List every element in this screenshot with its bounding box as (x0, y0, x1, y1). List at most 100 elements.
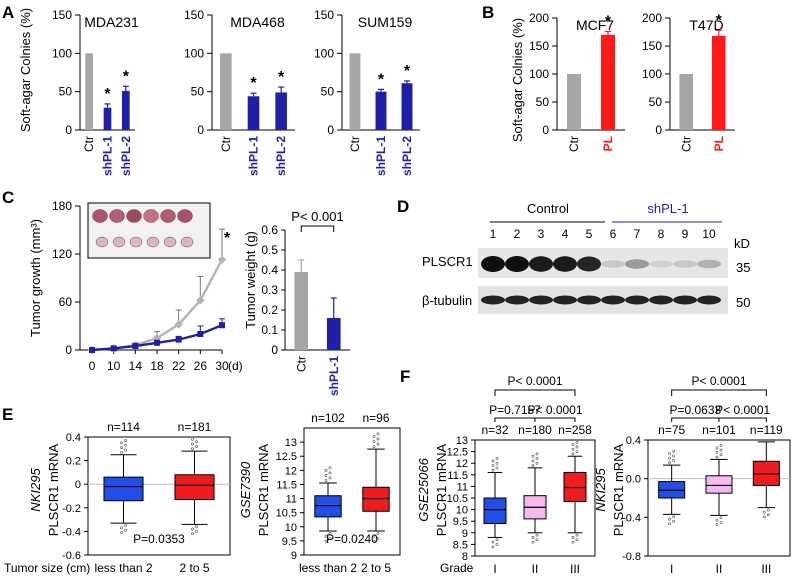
C2-bar (294, 272, 309, 350)
C1-ytick-label: 120 (52, 247, 72, 261)
A3-ytick-label: 150 (314, 8, 334, 22)
E1-category-label: 2 to 5 (179, 561, 209, 575)
C1-point (110, 345, 117, 352)
E2-outlier (328, 537, 332, 541)
F1-ytick-label: 11 (457, 481, 468, 493)
C1-point (219, 322, 225, 329)
C1-point (197, 331, 204, 337)
panel-label-f: F (400, 367, 410, 386)
C2-p-bracket (300, 225, 335, 232)
C1-point (174, 320, 183, 329)
E1-outlier (191, 442, 194, 446)
E2-outlier (376, 432, 380, 436)
A3-sig-star: * (404, 63, 411, 80)
F2-outlier (719, 520, 723, 524)
F1-bracket-left (494, 417, 536, 422)
A2-bar (275, 92, 287, 130)
F1-ytick-label: 12 (456, 458, 468, 470)
E2-outlier (376, 532, 380, 535)
A2-title: MDA468 (230, 14, 285, 30)
F1-outlier (571, 536, 575, 539)
F2-p-top: P< 0.0001 (691, 374, 746, 388)
F2-n-label: n=101 (702, 423, 736, 437)
chart-F2: -0.8 -0.4 0.0 0.4 In=75 II n=101 III n=119 P< 0.0… (622, 374, 791, 576)
blot-mw-unit: kD (734, 236, 750, 251)
B1-sig-star: * (605, 13, 612, 30)
C1-ytick-label: 0 (65, 343, 72, 357)
A2-ytick-label: 50 (191, 85, 205, 99)
F1-ytick-label: 9 (462, 528, 468, 540)
c2-ylabel: Tumor weight (g) (243, 231, 258, 329)
F2-outlier (766, 513, 770, 517)
F2-category-label: II (716, 562, 723, 576)
E1-outlier (120, 531, 123, 534)
F1-p-right: P< 0.0001 (527, 403, 582, 417)
A1-sig-star: * (123, 68, 130, 85)
F2-outlier (715, 455, 719, 459)
blot-band-tubulin (673, 295, 697, 305)
tumor-image (126, 209, 142, 223)
F1-outlier (531, 536, 535, 539)
E2-category-label: 2 to 5 (361, 561, 391, 575)
f-xlabel: Grade (440, 561, 474, 575)
F1-outlier (495, 457, 499, 460)
E2-ytick-label: 11.5 (276, 479, 297, 491)
blot-band-tubulin (577, 295, 601, 305)
blot-band-tubulin (601, 295, 625, 305)
C1-xtick-label: 30 (215, 359, 229, 373)
E2-outlier (328, 471, 332, 475)
A2-ytick-label: 0 (197, 123, 204, 137)
F2-box (705, 475, 733, 494)
chart-C1: 0 60 120 180 0 10 14 18 22 26 30 * (52, 199, 231, 373)
E2-outlier (328, 476, 332, 480)
A2-bar (247, 96, 260, 130)
E1-ytick-label: 0.2 (66, 456, 81, 468)
tumor-photo-inset (87, 202, 211, 259)
C1-sig-star: * (224, 230, 231, 247)
F1-n-label: n=180 (518, 423, 552, 437)
E1-ytick-label: 0 (75, 479, 81, 491)
E2-ytick-label: 12 (285, 465, 297, 477)
F1-ytick-label: 10 (456, 505, 468, 517)
A1-category-label: shPL-1 (101, 136, 115, 176)
blot-band-plscr1 (481, 256, 505, 272)
F1-outlier (575, 445, 579, 449)
C1-ytick-label: 180 (52, 199, 72, 213)
F1-n-label: n=32 (481, 423, 508, 437)
C1-point (217, 255, 227, 264)
E1-p-value: P=0.0353 (133, 532, 185, 546)
F1-category-label: II (532, 562, 539, 576)
A3-ytick-label: 50 (321, 85, 335, 99)
A1-bar (85, 53, 94, 131)
F1-outlier (535, 457, 539, 460)
panel-label-a: A (2, 3, 14, 22)
F1-ytick-label: 13 (456, 435, 468, 447)
B2-ytick-label: 50 (649, 95, 663, 109)
F1-outlier (571, 540, 575, 544)
f2-dataset: NKI295 (593, 468, 608, 512)
F1-ytick-label: 10.5 (447, 493, 468, 505)
F2-p-right: P< 0.0001 (715, 403, 770, 417)
C2-ytick-label: 0.2 (261, 303, 278, 317)
C2-ytick-label: 0.5 (261, 243, 278, 257)
F1-outlier (531, 454, 535, 458)
E2-outlier (324, 474, 328, 477)
blot-band-plscr1 (553, 256, 577, 272)
E1-ytick-label: -0.2 (62, 503, 81, 515)
blot-band-tubulin (481, 295, 505, 305)
E2-ytick-label: 11 (286, 494, 297, 506)
B1-ytick-label: 150 (529, 39, 549, 53)
E1-outlier (191, 447, 194, 451)
E1-frame (87, 436, 231, 556)
E1-outlier (195, 525, 198, 529)
E2-box (314, 495, 342, 518)
chart-B2: 0 50 100 150 200 Ctr * PL T47D (642, 11, 735, 152)
E2-outlier (376, 442, 380, 446)
E2-outlier (372, 445, 376, 449)
f1-ylabel: PLSCR1 mRNA (434, 443, 449, 536)
F1-outlier (575, 450, 579, 454)
F2-bracket-right (718, 417, 767, 422)
blot-lane-number: 1 (490, 227, 497, 241)
tumor-image (143, 209, 159, 223)
E1-outlier (124, 443, 127, 447)
